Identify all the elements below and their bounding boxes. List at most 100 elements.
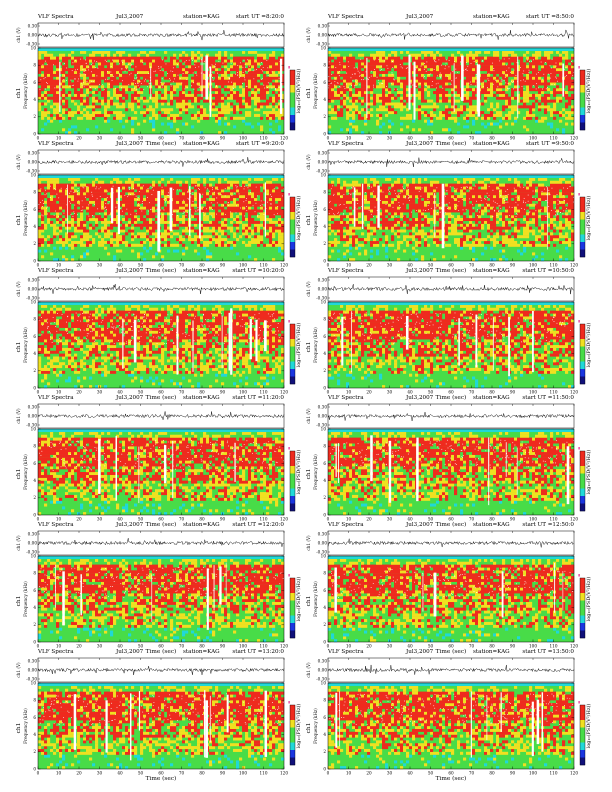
spectrogram-cell xyxy=(541,56,545,60)
spectrogram-cell xyxy=(364,85,368,89)
spectrogram-cell xyxy=(104,56,108,60)
spectrogram-cell xyxy=(125,68,129,72)
spectrogram-speckle xyxy=(373,59,375,61)
spectrogram-cell xyxy=(475,131,479,135)
spectrogram-cell xyxy=(454,65,458,69)
spectrogram-cell xyxy=(514,48,518,52)
spectrogram-cell xyxy=(134,215,138,219)
spectrogram-speckle xyxy=(128,84,130,86)
spectrogram-cell xyxy=(101,200,105,204)
spectrogram-cell xyxy=(364,59,368,63)
spectrogram-speckle xyxy=(81,82,82,84)
spectrogram-cell xyxy=(98,82,102,86)
spectrogram-cell xyxy=(334,108,338,112)
spectrogram-speckle xyxy=(260,69,262,70)
spectrogram-cell xyxy=(421,48,425,52)
spectrogram-cell xyxy=(131,122,135,126)
spectrogram-cell xyxy=(496,79,500,83)
spectrogram-cell xyxy=(565,56,569,60)
spectrogram-cell xyxy=(328,88,332,92)
spectrogram-cell xyxy=(433,85,437,89)
time-tick-label: 20 xyxy=(366,136,372,141)
spectrogram-cell xyxy=(562,131,566,135)
spectrogram-cell xyxy=(137,243,141,247)
spectrogram-cell xyxy=(74,218,78,222)
spectrogram-cell xyxy=(203,246,207,250)
spectrogram-cell xyxy=(230,65,234,69)
spectrogram-cell xyxy=(430,116,434,120)
spectrogram-cell xyxy=(119,73,123,77)
spectrogram-speckle xyxy=(158,67,160,69)
spectrogram-cell xyxy=(466,48,470,52)
spectrogram-cell xyxy=(197,96,201,100)
spectrogram-cell xyxy=(101,238,105,242)
spectrogram-cell xyxy=(59,186,63,190)
spectrogram-cell xyxy=(59,56,63,60)
spectrogram-cell xyxy=(215,76,219,80)
spectrogram-cell xyxy=(406,108,410,112)
spectrogram-speckle xyxy=(345,83,347,85)
spectrogram-cell xyxy=(469,111,473,115)
spectrogram-cell xyxy=(92,108,96,112)
spectrogram-cell xyxy=(529,116,533,120)
spectrogram-cell xyxy=(511,59,515,63)
spectrogram-cell xyxy=(116,96,120,100)
spectrogram-cell xyxy=(514,79,518,83)
spectrogram-cell xyxy=(499,113,503,117)
spectrogram-cell xyxy=(215,238,219,242)
spectrogram-cell xyxy=(110,76,114,80)
spectrogram-cell xyxy=(104,111,108,115)
spectrogram-cell xyxy=(427,85,431,89)
spectrogram-cell xyxy=(68,128,72,132)
spectrogram-cell xyxy=(191,212,195,216)
spectrogram-cell xyxy=(128,82,132,86)
spectrogram-speckle xyxy=(382,83,384,84)
spectrogram-cell xyxy=(364,79,368,83)
spectrogram-cell xyxy=(86,99,90,103)
spectrogram-cell xyxy=(113,209,117,213)
spectrogram-speckle xyxy=(110,66,112,67)
spectrogram-speckle xyxy=(160,82,162,83)
spectrogram-cell xyxy=(137,102,141,106)
spectrogram-speckle xyxy=(334,81,336,82)
spectrogram-cell xyxy=(553,102,557,106)
spectrogram-cell xyxy=(409,91,413,95)
spectrogram-cell xyxy=(47,96,51,100)
spectrogram-cell xyxy=(334,65,338,69)
spectrogram-cell xyxy=(77,82,81,86)
spectrogram-cell xyxy=(550,108,554,112)
spectrogram-cell xyxy=(152,62,156,66)
spectrogram-cell xyxy=(77,73,81,77)
spectrogram-cell xyxy=(239,105,243,109)
spectrogram-cell xyxy=(86,175,90,179)
spectrogram-speckle xyxy=(53,64,54,66)
spectrogram-speckle xyxy=(328,85,330,87)
spectrogram-cell xyxy=(328,79,332,83)
spectrogram-cell xyxy=(143,223,147,227)
colorbar-frame xyxy=(579,69,586,131)
spectrogram-cell xyxy=(53,102,57,106)
spectrogram-cell xyxy=(149,238,153,242)
spectrogram-cell xyxy=(149,189,153,193)
spectrogram-cell xyxy=(358,68,362,72)
spectrogram-gap xyxy=(366,57,368,119)
spectrogram-cell xyxy=(281,116,285,120)
spectrogram-cell xyxy=(469,99,473,103)
spectrogram-cell xyxy=(206,243,210,247)
spectrogram-cell xyxy=(451,111,455,115)
spectrogram-cell xyxy=(248,62,252,66)
spectrogram-cell xyxy=(346,85,350,89)
spectrogram-cell xyxy=(74,73,78,77)
spectrogram-cell xyxy=(391,56,395,60)
spectrogram-cell xyxy=(421,96,425,100)
spectrogram-cell xyxy=(334,111,338,115)
spectrogram-cell xyxy=(263,68,267,72)
spectrogram-cell xyxy=(47,235,51,239)
spectrogram-cell xyxy=(131,48,135,52)
spectrogram-cell xyxy=(245,48,249,52)
spectrogram-cell xyxy=(194,48,198,52)
spectrogram-cell xyxy=(430,131,434,135)
spectrogram-cell xyxy=(59,246,63,250)
spectrogram-cell xyxy=(56,108,60,112)
spectrogram-cell xyxy=(352,85,356,89)
